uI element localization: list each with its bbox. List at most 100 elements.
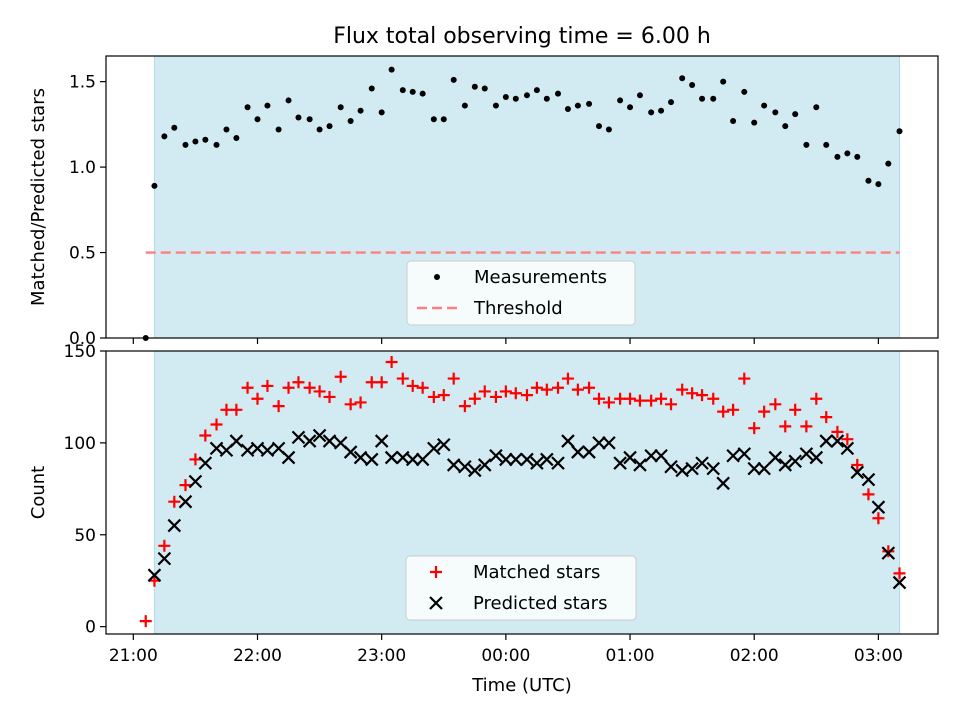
matched-star-point — [210, 418, 223, 431]
predicted-star-point — [737, 447, 752, 461]
predicted-star-point — [788, 454, 802, 469]
measurement-point — [658, 107, 665, 114]
measurement-point — [834, 153, 841, 160]
matched-star-point — [520, 389, 533, 402]
legend-box — [405, 555, 637, 621]
predicted-star-point — [291, 430, 306, 445]
measurement-point — [689, 82, 696, 89]
predicted-star-point — [427, 441, 441, 456]
measurement-point — [244, 104, 251, 111]
x-tick-label: 01:00 — [606, 646, 655, 666]
matched-star-point — [292, 376, 305, 389]
predicted-star-point — [489, 448, 503, 463]
matched-star-point — [396, 372, 409, 385]
measurement-point — [741, 88, 748, 95]
predicted-star-point — [477, 458, 492, 472]
predicted-star-point — [509, 452, 523, 467]
legend-measurements-marker — [434, 274, 440, 280]
matched-star-point — [676, 383, 689, 396]
measurement-point — [378, 109, 385, 116]
measurement-point — [555, 90, 562, 97]
matched-star-point — [406, 379, 419, 392]
matched-star-point — [478, 385, 491, 398]
measurement-point — [316, 126, 323, 133]
measurement-point — [751, 119, 758, 126]
measurement-point — [326, 123, 333, 130]
matched-star-point — [841, 433, 854, 446]
matched-star-point — [583, 381, 596, 394]
measurement-point — [896, 128, 903, 135]
matched-star-point — [437, 389, 450, 402]
predicted-star-point — [881, 546, 896, 560]
matched-star-point — [468, 392, 481, 405]
measurement-point — [151, 182, 158, 189]
y-tick-label: 50 — [74, 526, 96, 546]
bottom-panel: 0 50 100 150 21:00 22:00 23:00 00:00 01:00 02:00… — [28, 342, 939, 666]
measurement-point — [533, 87, 540, 94]
matched-star-point — [313, 385, 326, 398]
predicted-star-point — [861, 472, 876, 487]
legend-label: Predicted stars — [473, 593, 607, 614]
legend-predicted-marker — [429, 596, 443, 610]
x-tick-label: 03:00 — [854, 646, 903, 666]
bottom-legend: Matched stars Predicted stars — [405, 555, 637, 621]
measurement-point — [648, 109, 655, 116]
matched-star-point — [199, 429, 212, 442]
matched-star-point — [872, 512, 885, 525]
predicted-star-point — [592, 436, 606, 450]
matched-star-point — [230, 403, 243, 416]
measurement-point — [306, 116, 313, 123]
measurement-point — [720, 78, 727, 85]
x-tick-label: 21:00 — [109, 646, 158, 666]
measurement-point — [543, 95, 550, 102]
predicted-star-point — [530, 456, 544, 470]
predicted-star-point — [198, 456, 213, 470]
measurement-point — [171, 124, 178, 131]
measurement-point — [295, 114, 302, 121]
measurement-point — [617, 97, 624, 104]
measurement-point — [419, 90, 426, 97]
measurement-point — [730, 117, 737, 124]
measurement-point — [409, 88, 416, 95]
matched-star-point — [696, 389, 709, 402]
matched-star-point — [561, 372, 574, 385]
predicted-star-point — [892, 575, 907, 590]
measurement-point — [192, 138, 199, 145]
x-tick-label: 02:00 — [730, 646, 779, 666]
y-tick-label: 0.5 — [69, 244, 96, 264]
matched-star-point — [499, 385, 512, 398]
measurement-point — [772, 109, 779, 116]
matched-star-point — [272, 400, 285, 413]
measurement-point — [710, 95, 717, 102]
top-data-marks — [142, 66, 903, 341]
predicted-star-point — [706, 461, 721, 476]
measurement-point — [430, 116, 437, 123]
predicted-star-point — [281, 450, 296, 465]
measurement-point — [233, 135, 240, 142]
predicted-star-point — [540, 452, 554, 467]
measurement-point — [275, 126, 282, 133]
measurement-point — [357, 107, 364, 114]
matched-star-point — [447, 372, 460, 385]
predicted-star-point — [229, 434, 244, 448]
bottom-x-axis-ticks: 21:00 22:00 23:00 00:00 01:00 02:00 03:00 — [109, 634, 903, 666]
matched-star-point — [552, 381, 565, 394]
measurement-point — [679, 75, 686, 82]
matched-star-point — [645, 394, 658, 407]
measurement-point — [523, 92, 530, 99]
y-tick-label: 1.0 — [69, 158, 96, 178]
predicted-star-point — [458, 459, 472, 474]
measurement-point — [502, 94, 509, 101]
predicted-star-point — [654, 448, 668, 463]
predicted-star-point — [747, 461, 761, 476]
measurement-point — [844, 150, 851, 157]
predicted-star-point — [644, 448, 658, 463]
measurement-point — [564, 105, 571, 112]
matched-star-point — [509, 387, 522, 400]
y-tick-label: 0 — [85, 618, 96, 638]
predicted-star-point — [343, 445, 358, 459]
top-x-axis-ticks — [132, 338, 879, 344]
top-legend: Measurements Threshold — [406, 260, 636, 326]
predicted-star-point — [602, 436, 616, 450]
predicted-star-point — [415, 452, 430, 467]
